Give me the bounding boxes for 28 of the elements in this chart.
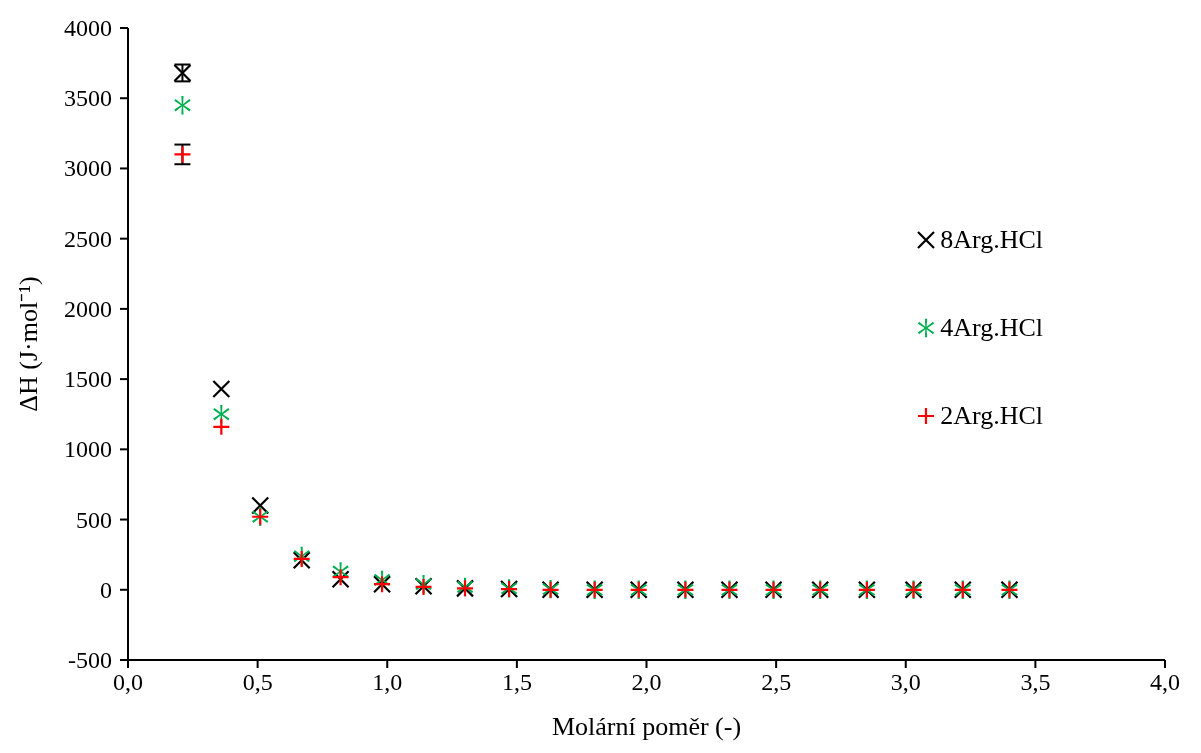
point [251, 496, 270, 515]
legend-label: 8Arg.HCl [940, 225, 1043, 255]
legend-label: 2Arg.HCl [940, 401, 1043, 431]
y-tick-label: 3500 [64, 85, 112, 112]
point [174, 96, 191, 115]
y-tick-label: 500 [76, 506, 112, 533]
y-tick-label: 2500 [64, 225, 112, 252]
y-tick-label: 0 [100, 576, 112, 603]
y-tick-label: 3000 [64, 155, 112, 182]
x-tick-label: 2,0 [631, 669, 662, 695]
y-tick-label: -500 [68, 647, 112, 673]
x-tick-label: 1,0 [372, 669, 403, 695]
x-tick-label: 0,0 [113, 669, 143, 695]
y-tick-label: 2000 [64, 295, 112, 322]
x-tick-label: 3,5 [1020, 669, 1051, 695]
point [212, 379, 231, 399]
x-tick-label: 0,5 [242, 669, 273, 695]
point [212, 417, 231, 436]
y-tick-label: 1500 [64, 366, 112, 393]
y-tick-label: 1000 [64, 436, 112, 463]
y-axis-title: ΔH (J·mol⁻¹) [14, 276, 44, 412]
x-tick-label: 3,0 [890, 669, 921, 695]
y-tick-label: 4000 [64, 15, 112, 41]
x-tick-label: 2,5 [761, 669, 792, 695]
x-tick-label: 1,5 [501, 669, 532, 695]
x-tick-label: 4,0 [1150, 669, 1180, 695]
x-axis-title: Molární poměr (-) [551, 712, 742, 741]
legend-label: 4Arg.HCl [940, 313, 1043, 343]
